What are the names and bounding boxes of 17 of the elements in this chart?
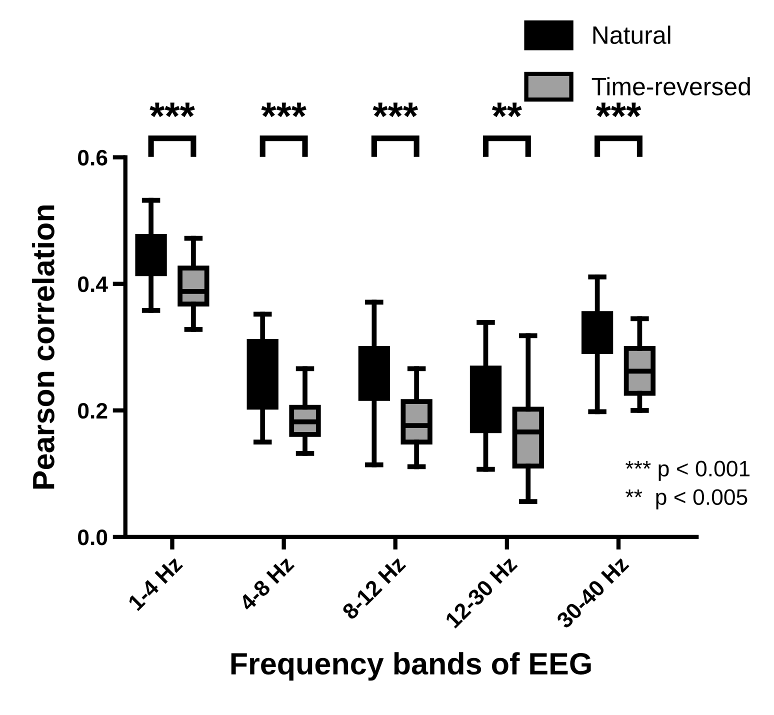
y-tick-label: 0.0: [78, 530, 108, 546]
text: ***: [261, 102, 306, 118]
y-tick-label: 0.4: [78, 276, 108, 292]
y-tick-label: 0.2: [78, 402, 108, 419]
x-tick-label: 1-4 Hz: [128, 555, 184, 612]
text: ***: [150, 102, 195, 118]
text: ***: [372, 102, 418, 118]
text: **: [492, 102, 522, 118]
text: ***: [596, 102, 642, 118]
y-tick-label: 0.6: [78, 150, 108, 166]
legend-label: Natural: [593, 26, 670, 44]
annotation: ** p < 0.005: [626, 489, 748, 510]
legend-label: Time-reversed: [592, 77, 750, 96]
annotation: *** p < 0.001: [626, 460, 750, 481]
x-tick-label: 4-8 Hz: [238, 555, 295, 612]
y-axis-title: Pearson correlation: [32, 206, 54, 489]
x-axis-title: Frequency bands of EEG: [231, 652, 591, 681]
